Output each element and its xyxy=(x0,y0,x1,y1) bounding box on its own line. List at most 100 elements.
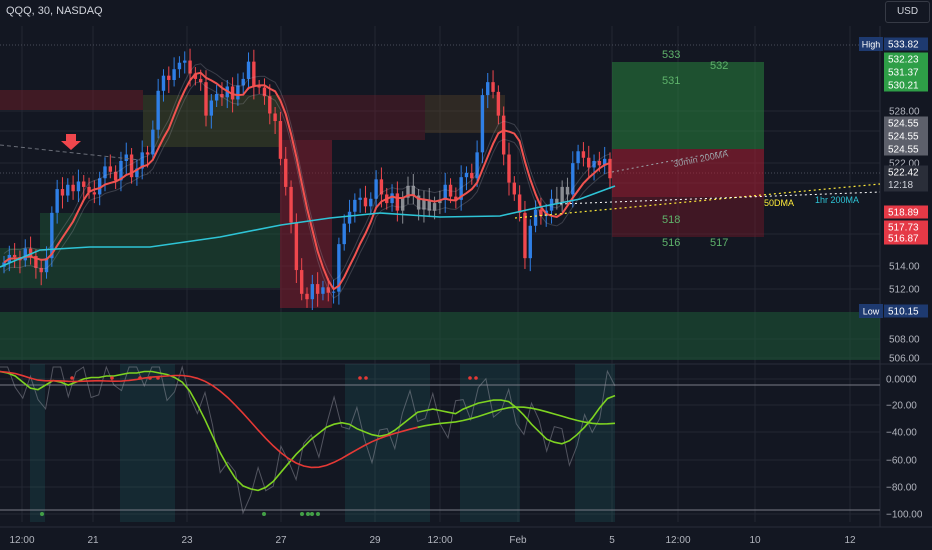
candle-body xyxy=(172,69,176,80)
osc-buy-dot xyxy=(306,512,310,516)
candle-body xyxy=(400,197,405,211)
candle-body xyxy=(273,113,277,122)
candle-body xyxy=(581,151,586,158)
candle-body xyxy=(587,157,591,168)
osc-sell-dot xyxy=(148,376,152,380)
price-tag-bg xyxy=(884,142,928,156)
price-tag-value: 516.87 xyxy=(888,234,919,245)
price-tag-bg xyxy=(884,220,928,234)
candle-body xyxy=(76,181,81,192)
candle-body xyxy=(491,82,495,92)
candle-body xyxy=(236,85,240,100)
price-tag-bg xyxy=(884,78,928,92)
candle-body xyxy=(533,209,538,226)
candle-body xyxy=(145,152,150,155)
ma1hr-projection xyxy=(559,191,881,205)
candle-body xyxy=(183,60,187,63)
stop-zone xyxy=(612,149,764,197)
price-tag-bg xyxy=(884,165,928,192)
osc-buy-dot xyxy=(300,512,304,516)
candle-body xyxy=(555,198,559,204)
price-tag-label: High xyxy=(862,40,881,50)
x-tick-label: 23 xyxy=(181,535,193,546)
signal-arrow-icon xyxy=(61,134,81,150)
resistance-zone xyxy=(0,90,143,110)
price-tag-bg xyxy=(884,65,928,79)
candle-body xyxy=(512,182,517,195)
candle-body xyxy=(299,270,304,294)
osc-slow-line-bullish xyxy=(417,406,616,429)
candle-body xyxy=(71,184,75,192)
osc-y-tick-label: −40.00 xyxy=(886,428,917,439)
candle-body xyxy=(241,78,245,86)
price-tag-value: 517.73 xyxy=(888,223,919,234)
osc-highlight-band xyxy=(345,364,430,522)
candle-body xyxy=(353,199,357,212)
zone-label: 531 xyxy=(662,75,680,87)
candle-body xyxy=(406,185,410,198)
candle-body xyxy=(395,193,400,211)
y-tick-label: 514.00 xyxy=(889,262,920,273)
candle-body xyxy=(124,154,128,161)
candle-body xyxy=(326,287,330,293)
price-tag-label-bg xyxy=(859,304,883,318)
candle-body xyxy=(156,90,160,130)
x-tick-label: 12:00 xyxy=(665,535,690,546)
band-lower xyxy=(3,81,611,299)
osc-sell-dot xyxy=(110,376,114,380)
price-tag-countdown: 12:18 xyxy=(888,180,913,191)
candle-body xyxy=(369,198,373,207)
osc-y-tick-label: −80.00 xyxy=(886,483,917,494)
candle-body xyxy=(28,248,33,257)
zone-label: 532 xyxy=(710,60,728,72)
candle-body xyxy=(209,100,214,116)
candle-body xyxy=(262,87,267,97)
currency-button[interactable]: USD xyxy=(885,1,930,23)
candle-body xyxy=(97,178,102,195)
band-upper xyxy=(3,63,611,281)
candle-body xyxy=(539,209,543,217)
zone-label: 516 xyxy=(662,237,680,249)
x-tick-label: 12:00 xyxy=(427,535,452,546)
candle-body xyxy=(108,166,113,172)
candle-body xyxy=(119,160,123,181)
candle-body xyxy=(560,186,564,204)
candle-body xyxy=(422,199,426,210)
price-tag-value: 518.89 xyxy=(888,208,919,219)
osc-sell-dot xyxy=(70,376,74,380)
candle-body xyxy=(113,171,118,181)
candle-body xyxy=(23,248,27,261)
candle-body xyxy=(459,177,463,200)
candle-body xyxy=(592,160,596,168)
candle-body xyxy=(331,291,336,293)
candle-body xyxy=(358,197,362,200)
candle-body xyxy=(379,179,384,195)
candle-body xyxy=(193,73,198,79)
osc-sell-dot xyxy=(468,376,472,380)
candle-body xyxy=(103,166,107,179)
candle-body xyxy=(597,160,602,166)
candle-body xyxy=(454,196,458,200)
candle-body xyxy=(167,75,171,80)
osc-y-tick-label: −20.00 xyxy=(886,401,917,412)
osc-fast-line xyxy=(0,370,616,492)
x-tick-label: 29 xyxy=(369,535,381,546)
candle-body xyxy=(363,197,368,207)
candle-body xyxy=(257,86,261,88)
candle-body xyxy=(129,154,134,178)
candle-body xyxy=(82,181,86,187)
candle-body xyxy=(289,186,293,223)
x-tick-label: 5 xyxy=(609,535,615,546)
candle-body xyxy=(342,223,346,245)
price-tag-label-bg xyxy=(859,37,883,51)
osc-y-tick-label: −100.00 xyxy=(886,510,923,521)
osc-highlight-band xyxy=(120,364,175,522)
y-tick-label: 508.00 xyxy=(889,335,920,346)
price-tag-bg xyxy=(884,52,928,66)
osc-buy-dot xyxy=(262,512,266,516)
target-zone xyxy=(612,62,764,149)
candle-body xyxy=(214,94,219,101)
candle-body xyxy=(443,184,447,200)
candle-body xyxy=(480,95,485,153)
